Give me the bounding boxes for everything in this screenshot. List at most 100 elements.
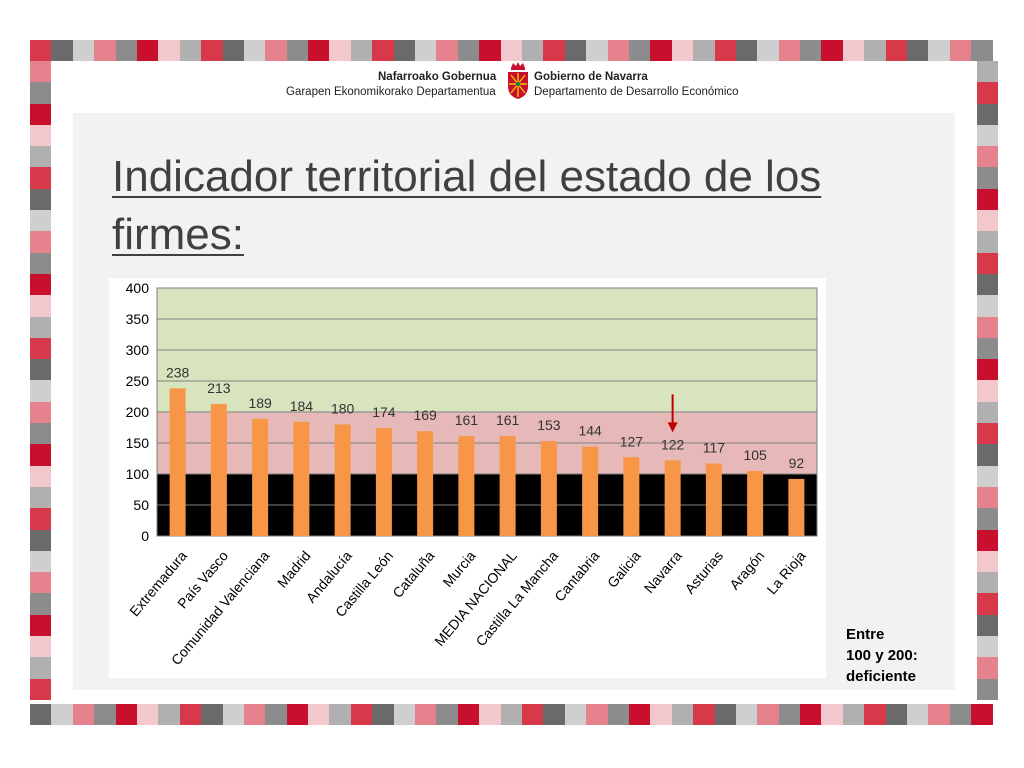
y-tick-label: 0 <box>141 528 149 544</box>
border-tile <box>30 550 51 573</box>
border-tile <box>885 704 908 725</box>
border-tile <box>372 40 394 61</box>
border-tile <box>30 636 51 658</box>
y-tick-label: 150 <box>126 435 150 451</box>
border-tile <box>714 40 736 61</box>
bar <box>705 463 722 536</box>
border-tile <box>971 704 993 725</box>
border-tile <box>977 359 998 381</box>
border-tile <box>977 572 998 594</box>
border-tile <box>564 704 587 725</box>
border-tile <box>308 40 330 61</box>
border-tile <box>977 316 998 338</box>
border-tile <box>30 657 51 679</box>
border-tile <box>500 704 522 725</box>
border-tile <box>543 40 565 61</box>
border-tile <box>977 167 998 189</box>
category-label: Asturias <box>681 548 726 597</box>
border-tile <box>415 40 437 61</box>
border-tile <box>543 704 565 725</box>
border-tile <box>757 704 779 725</box>
border-tile <box>436 704 458 725</box>
border-tile <box>30 486 51 509</box>
border-tile <box>714 704 736 725</box>
border-tile <box>30 231 51 253</box>
border-tile <box>977 231 998 253</box>
border-tile <box>393 704 416 725</box>
navarra-coat-of-arms-icon <box>508 62 528 99</box>
border-tile <box>564 40 587 61</box>
category-label: Madrid <box>274 548 314 591</box>
border-tile <box>778 40 801 61</box>
border-tile <box>94 704 116 725</box>
data-label: 189 <box>248 395 272 411</box>
header-name-basque: Nafarroako Gobernua <box>378 71 497 83</box>
frame-bottom-border <box>30 704 1000 725</box>
border-tile <box>977 465 998 487</box>
data-label: 153 <box>537 417 561 433</box>
bar <box>582 446 599 536</box>
border-tile <box>30 210 51 232</box>
border-tile <box>977 423 998 445</box>
y-tick-label: 300 <box>126 342 150 358</box>
border-tile <box>201 40 223 61</box>
data-label: 174 <box>372 404 396 420</box>
border-tile <box>821 704 843 725</box>
border-tile <box>30 401 51 424</box>
frame-top-border <box>30 40 1000 61</box>
bar <box>252 418 269 536</box>
government-header: Nafarroako Gobernua Garapen Ekonomikorak… <box>282 62 752 104</box>
category-label: Cataluña <box>389 547 437 600</box>
border-tile <box>586 704 608 725</box>
header-name-spanish: Gobierno de Navarra <box>534 71 648 83</box>
bar <box>747 470 764 536</box>
y-tick-label: 100 <box>126 466 150 482</box>
border-tile <box>977 188 998 211</box>
data-label: 180 <box>331 400 355 416</box>
border-tile <box>479 40 501 61</box>
bar <box>293 421 310 536</box>
border-tile <box>457 704 480 725</box>
border-tile <box>179 40 202 61</box>
header-department-basque: Garapen Ekonomikorako Departamentua <box>286 86 496 98</box>
border-tile <box>907 704 929 725</box>
border-tile <box>977 295 998 317</box>
border-tile <box>778 704 801 725</box>
data-label: 238 <box>166 364 190 380</box>
border-tile <box>286 40 309 61</box>
border-tile <box>628 704 651 725</box>
border-tile <box>977 252 998 274</box>
border-tile <box>521 704 544 725</box>
data-label: 122 <box>661 436 685 452</box>
border-tile <box>977 657 998 679</box>
border-tile <box>115 40 137 61</box>
border-tile <box>30 61 51 83</box>
border-tile <box>977 444 998 466</box>
bar <box>623 457 640 536</box>
frame-left-border <box>30 61 51 704</box>
border-tile <box>977 273 998 296</box>
border-tile <box>350 40 373 61</box>
bar <box>210 403 227 536</box>
border-tile <box>243 704 266 725</box>
border-tile <box>977 103 998 125</box>
border-tile <box>977 337 998 360</box>
bar <box>499 436 516 536</box>
highlight-arrowhead-icon <box>667 422 678 433</box>
border-tile <box>243 40 266 61</box>
category-label: Extremadura <box>126 547 190 619</box>
border-tile <box>607 704 629 725</box>
border-tile <box>329 704 351 725</box>
border-tile <box>977 614 998 637</box>
border-tile <box>977 550 998 573</box>
border-tile <box>977 401 998 424</box>
header-department-spanish: Departamento de Desarrollo Económico <box>534 86 739 98</box>
border-tile <box>72 704 95 725</box>
border-tile <box>30 40 52 61</box>
border-tile <box>158 40 180 61</box>
border-tile <box>885 40 908 61</box>
border-tile <box>671 40 694 61</box>
bar <box>334 424 351 536</box>
border-tile <box>179 704 202 725</box>
y-tick-label: 400 <box>126 280 150 296</box>
